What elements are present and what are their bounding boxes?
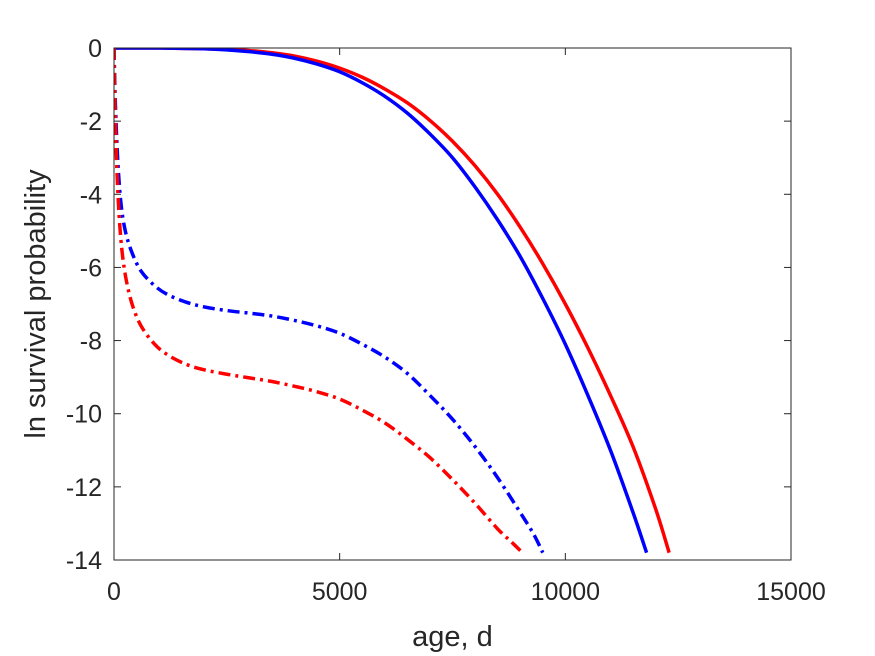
y-tick-label: -8 bbox=[80, 328, 102, 356]
red-dashdot-series-line bbox=[114, 48, 524, 554]
y-tick-label: -4 bbox=[80, 181, 102, 209]
x-tick-label: 5000 bbox=[312, 578, 368, 606]
y-tick-label: -2 bbox=[80, 108, 102, 136]
y-axis-label: ln survival probability bbox=[20, 169, 52, 439]
y-tick-label: -12 bbox=[66, 474, 102, 502]
x-tick-label: 15000 bbox=[756, 578, 826, 606]
y-tick-label: -6 bbox=[80, 254, 102, 282]
x-axis-label: age, d bbox=[412, 621, 493, 653]
x-tick-label: 10000 bbox=[531, 578, 601, 606]
y-tick-label: -10 bbox=[66, 401, 102, 429]
plot-frame bbox=[113, 47, 792, 561]
y-tick-label: 0 bbox=[88, 35, 102, 63]
blue-dashdot-series-line bbox=[114, 48, 545, 554]
plot-background bbox=[114, 48, 791, 560]
x-tick-label: 0 bbox=[107, 578, 121, 606]
y-tick-label: -14 bbox=[66, 547, 102, 575]
blue-solid-series-line bbox=[114, 48, 649, 554]
